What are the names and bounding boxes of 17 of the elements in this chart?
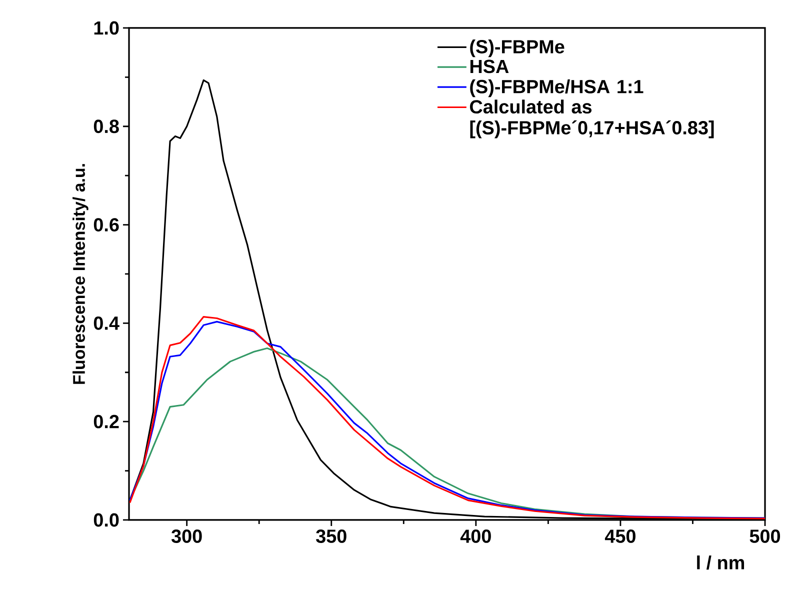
x-axis-title: l / nm	[697, 556, 744, 570]
x-tick-label: 300	[171, 530, 202, 543]
legend-label: (S)-FBPMe	[470, 40, 564, 58]
legend-label: Calculated as [(S)-FBPMe´0,17+HSA´0.83]	[470, 100, 714, 138]
y-tick-label: 0.4	[94, 316, 120, 330]
y-tick-label: 0.6	[94, 218, 119, 232]
x-tick-label: 450	[604, 530, 636, 543]
y-axis-title: Fluorescence Intensity/ a.u.	[72, 164, 88, 384]
x-tick-label: 500	[750, 530, 780, 543]
y-tick-label: 1.0	[94, 21, 119, 35]
legend-label: HSA	[470, 60, 509, 74]
y-tick-label: 0.8	[94, 120, 119, 134]
x-tick-label: 350	[316, 530, 346, 543]
y-tick-label: 0.2	[94, 414, 119, 428]
x-tick-label: 400	[460, 530, 491, 543]
y-tick-label: 0.0	[94, 513, 119, 527]
legend-label: (S)-FBPMe/HSA 1:1	[470, 79, 644, 98]
